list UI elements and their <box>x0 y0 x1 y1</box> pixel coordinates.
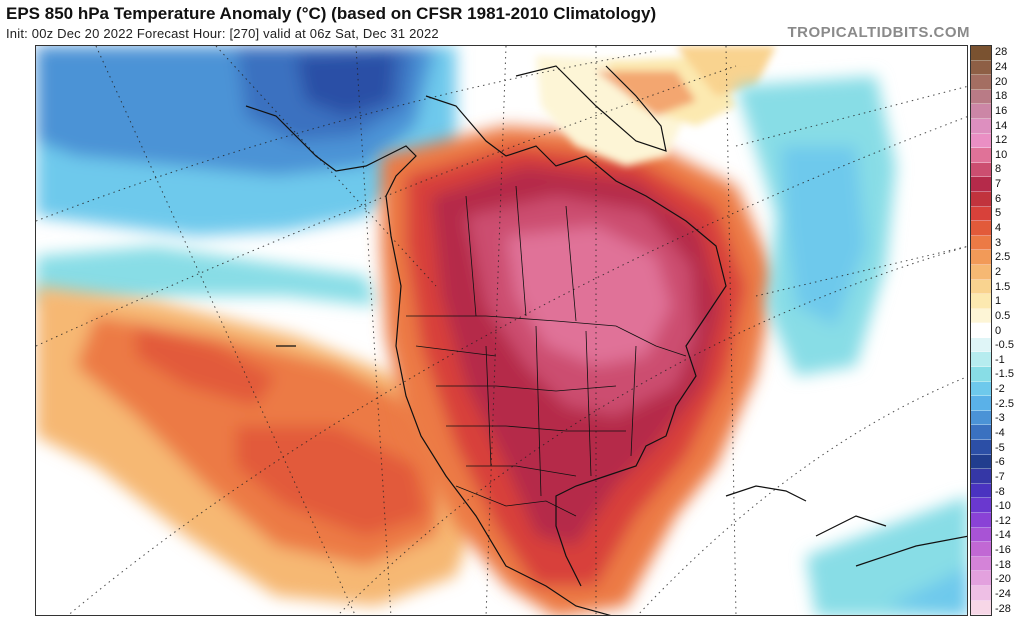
colorbar-label: 5 <box>995 207 1002 220</box>
colorbar-swatch <box>971 367 991 382</box>
cold-anomaly-pacific <box>36 46 456 306</box>
colorbar-swatch <box>971 308 991 324</box>
colorbar-swatch <box>971 148 991 163</box>
colorbar-swatch <box>971 294 991 309</box>
colorbar-label: -2.5 <box>995 397 1014 410</box>
colorbar-label: -3 <box>995 412 1005 425</box>
colorbar-label: -1 <box>995 353 1005 366</box>
colorbar-label: 10 <box>995 148 1008 161</box>
colorbar-label: -20 <box>995 573 1011 586</box>
colorbar-label: 14 <box>995 119 1008 132</box>
colorbar-label: -24 <box>995 588 1011 601</box>
colorbar-label: -6 <box>995 456 1005 469</box>
political-borders <box>406 185 687 517</box>
colorbar-swatch <box>971 513 991 528</box>
colorbar-swatch <box>971 133 991 149</box>
colorbar-label: -7 <box>995 470 1005 483</box>
site-credit: TROPICALTIDBITS.COM <box>787 24 970 41</box>
colorbar-label: -18 <box>995 558 1011 571</box>
colorbar-swatch <box>971 323 991 338</box>
colorbar-label: -16 <box>995 544 1011 557</box>
colorbar-swatch <box>971 104 991 119</box>
colorbar-label: 2.5 <box>995 251 1011 264</box>
colorbar-label: -28 <box>995 602 1011 615</box>
colorbar-swatch <box>971 60 991 76</box>
colorbar-labels: 28 24 20 18 16 14 12 10 8 7 6 5 4 3 2.5 2 1.5 1 0.5 0 -0.5 -1… <box>995 45 1024 616</box>
colorbar-swatch <box>971 352 991 368</box>
colorbar-swatch <box>971 425 991 441</box>
colorbar-label: -14 <box>995 529 1011 542</box>
colorbar <box>970 45 992 616</box>
colorbar-swatch <box>971 279 991 295</box>
colorbar-swatch <box>971 527 991 543</box>
warm-anomaly-continent <box>381 126 776 615</box>
forecast-info: Init: 00z Dec 20 2022 Forecast Hour: [27… <box>6 26 439 41</box>
colorbar-swatch <box>971 440 991 455</box>
colorbar-swatch <box>971 454 991 470</box>
colorbar-swatch <box>971 89 991 105</box>
colorbar-label: -8 <box>995 485 1005 498</box>
coastlines <box>245 65 967 615</box>
colorbar-swatch <box>971 600 991 616</box>
colorbar-label: 16 <box>995 104 1008 117</box>
colorbar-swatch <box>971 571 991 586</box>
colorbar-label: -12 <box>995 514 1011 527</box>
colorbar-swatch <box>971 483 991 499</box>
colorbar-label: -2 <box>995 383 1005 396</box>
colorbar-swatch <box>971 221 991 236</box>
page-title: EPS 850 hPa Temperature Anomaly (°C) (ba… <box>6 4 657 23</box>
warm-anomaly-pacific <box>36 286 476 606</box>
colorbar-swatch <box>971 250 991 265</box>
colorbar-label: 6 <box>995 192 1002 205</box>
colorbar-swatch <box>971 498 991 513</box>
colorbar-label: 7 <box>995 178 1002 191</box>
colorbar-label: 3 <box>995 236 1002 249</box>
colorbar-swatch <box>971 542 991 557</box>
colorbar-swatch <box>971 410 991 426</box>
colorbar-label: 24 <box>995 60 1008 73</box>
colorbar-swatch <box>971 118 991 134</box>
colorbar-label: 8 <box>995 163 1002 176</box>
colorbar-label: -10 <box>995 500 1011 513</box>
colorbar-swatch <box>971 556 991 572</box>
colorbar-swatch <box>971 337 991 353</box>
colorbar-swatch <box>971 191 991 207</box>
colorbar-label: -0.5 <box>995 339 1014 352</box>
colorbar-label: -1.5 <box>995 368 1014 381</box>
colorbar-label: -5 <box>995 441 1005 454</box>
colorbar-swatch <box>971 235 991 251</box>
colorbar-label: 4 <box>995 222 1002 234</box>
colorbar-swatch <box>971 469 991 484</box>
colorbar-swatch <box>971 177 991 192</box>
colorbar-label: 12 <box>995 134 1008 147</box>
colorbar-swatch <box>971 206 991 222</box>
colorbar-swatch <box>971 396 991 411</box>
colorbar-label: 0.5 <box>995 309 1011 322</box>
colorbar-swatch <box>971 162 991 178</box>
colorbar-swatch <box>971 46 991 61</box>
colorbar-swatch <box>971 264 991 280</box>
colorbar-label: -4 <box>995 426 1005 439</box>
colorbar-label: 28 <box>995 46 1008 59</box>
colorbar-label: 1.5 <box>995 280 1011 293</box>
colorbar-label: 18 <box>995 90 1008 103</box>
colorbar-swatch <box>971 585 991 601</box>
colorbar-label: 2 <box>995 265 1002 278</box>
colorbar-label: 0 <box>995 324 1002 337</box>
colorbar-label: 20 <box>995 75 1008 88</box>
colorbar-label: 1 <box>995 295 1002 308</box>
colorbar-swatch <box>971 75 991 90</box>
anomaly-map[interactable] <box>35 45 968 616</box>
colorbar-swatch <box>971 381 991 397</box>
